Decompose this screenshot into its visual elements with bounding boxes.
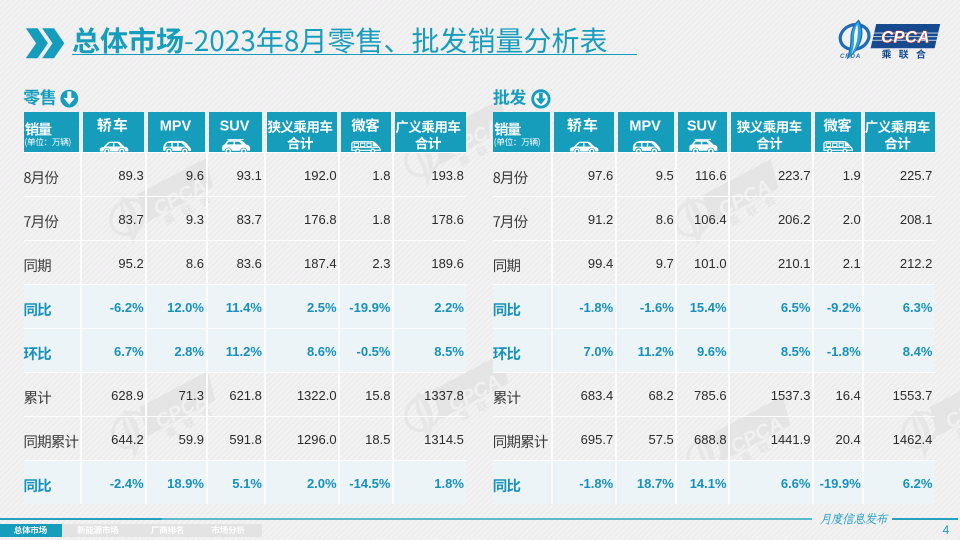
svg-text:SUV: SUV [687,118,717,134]
svg-text:CRDA: CRDA [840,53,861,60]
svg-text:MPV: MPV [629,118,661,134]
svg-text:SUV: SUV [220,118,250,134]
svg-text:CPCA: CPCA [881,29,930,47]
svg-text:MPV: MPV [160,118,192,134]
